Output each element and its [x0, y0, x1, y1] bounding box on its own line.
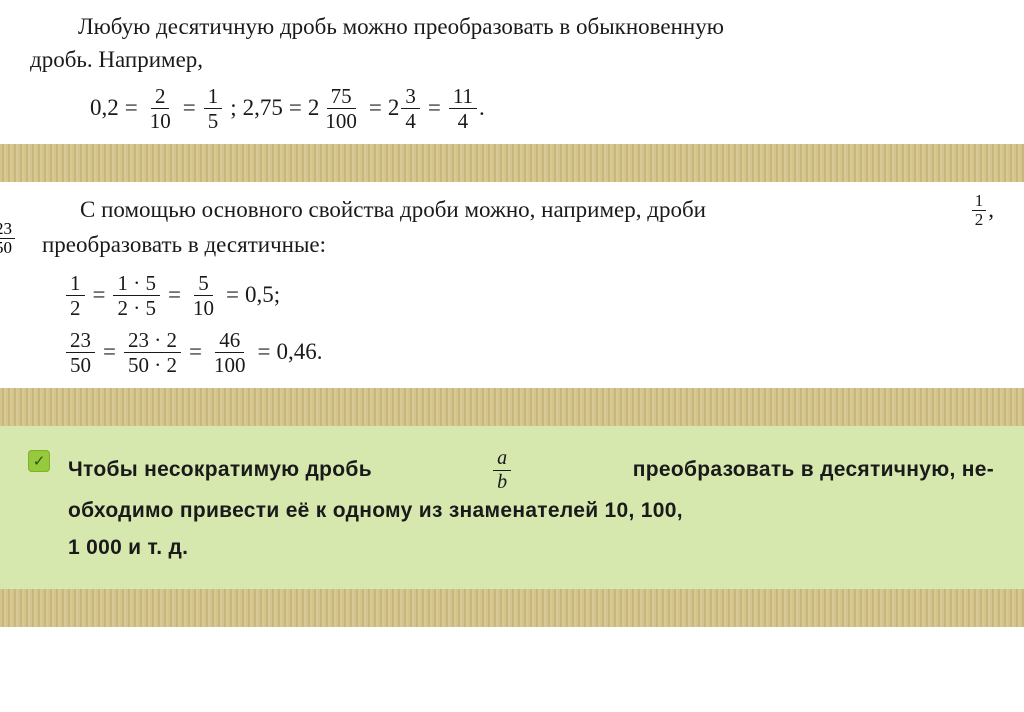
- rule-t4: 1 000 и т. д.: [68, 530, 994, 567]
- period: .: [479, 95, 485, 121]
- panel-fraction-to-decimal: 23 50 С помощью основного свойства дроби…: [0, 182, 1024, 388]
- num: 2: [151, 85, 170, 109]
- rule-t1: Чтобы несократимую дробь: [68, 452, 372, 489]
- frac-a-b: a b: [493, 448, 511, 493]
- den: 10: [146, 109, 175, 132]
- den: 50 · 2: [124, 353, 181, 376]
- num: 23: [66, 329, 95, 353]
- frac-3-4: 3 4: [401, 85, 420, 132]
- eq-equals: =: [189, 339, 202, 365]
- num: 1 · 5: [113, 272, 160, 296]
- num: 1: [66, 272, 85, 296]
- panel-decimal-to-fraction: Любую десятичную дробь можно преобразова…: [0, 0, 1024, 144]
- inline-frac-1-2: 1 2: [972, 192, 987, 229]
- comma: ,: [988, 193, 994, 226]
- den: 10: [189, 296, 218, 319]
- frac-2-10: 2 10: [146, 85, 175, 132]
- eq1-lhs: 0,2: [90, 95, 119, 121]
- den: 4: [401, 109, 420, 132]
- eq-equals: =: [226, 282, 239, 308]
- frac-23x2-50x2: 23 · 2 50 · 2: [124, 329, 181, 376]
- frac-75-100: 75 100: [321, 85, 361, 132]
- margin-frac-23-50: 23 50: [0, 220, 15, 257]
- frac-1-5: 1 5: [204, 85, 223, 132]
- den: 5: [204, 109, 223, 132]
- rule-t3: обходимо привести её к одному из знамена…: [68, 493, 994, 530]
- num: 46: [215, 329, 244, 353]
- frac-1-2: 1 2: [66, 272, 85, 319]
- num: 23: [0, 220, 15, 239]
- frac-5-10: 5 10: [189, 272, 218, 319]
- num: 3: [401, 85, 420, 109]
- page-root: Любую десятичную дробь можно преобразова…: [0, 0, 1024, 627]
- eq-equals: =: [103, 339, 116, 365]
- den: 2: [972, 211, 987, 229]
- equation-line-1: 0,2 = 2 10 = 1 5 ; 2,75 = 2 75 100 =: [30, 85, 994, 132]
- den: b: [493, 471, 511, 493]
- eq-equals: =: [183, 95, 196, 121]
- den: 100: [321, 109, 361, 132]
- frac-46-100: 46 100: [210, 329, 250, 376]
- frac-11-4: 11 4: [449, 85, 477, 132]
- eq-equals: =: [257, 339, 270, 365]
- para-fraction-lead: С помощью основного свойства дроби можно…: [40, 192, 994, 229]
- rule-t2: преобразовать в десятичную, не-: [633, 452, 994, 489]
- frac-1x5-2x5: 1 · 5 2 · 5: [113, 272, 160, 319]
- rule-callout: ✓ Чтобы несократимую дробь a b преобразо…: [0, 426, 1024, 589]
- text-tail: преобразовать в десятичные:: [42, 232, 326, 257]
- eq-equals: =: [168, 282, 181, 308]
- check-icon: ✓: [28, 450, 50, 472]
- text-intro-1a: Любую десятичную дробь можно преобразова…: [78, 14, 724, 39]
- mixed-int: 2: [388, 95, 400, 121]
- num: 1: [204, 85, 223, 109]
- den: 2: [66, 296, 85, 319]
- divider-texture-3: [0, 589, 1024, 627]
- mixed-2-75-100: 2 75 100: [308, 85, 363, 132]
- num: 1: [972, 192, 987, 211]
- eqB-result: 0,46.: [276, 339, 322, 365]
- divider-texture-1: [0, 144, 1024, 182]
- mixed-2-3-4: 2 3 4: [388, 85, 422, 132]
- eq-equals: =: [369, 95, 382, 121]
- den: 50: [0, 239, 15, 257]
- num: a: [493, 448, 511, 471]
- check-glyph: ✓: [33, 452, 46, 471]
- eq-equals: =: [93, 282, 106, 308]
- eq1-mid: 2,75: [243, 95, 283, 121]
- eq-equals: =: [428, 95, 441, 121]
- para-fraction-tail: преобразовать в десятичные:: [40, 228, 994, 261]
- eq-equals: =: [289, 95, 302, 121]
- mixed-int: 2: [308, 95, 320, 121]
- semicolon: ;: [230, 95, 236, 121]
- den: 4: [454, 109, 473, 132]
- equation-line-A: 1 2 = 1 · 5 2 · 5 = 5 10 = 0,5;: [40, 272, 994, 319]
- text-intro-1b: дробь. Например,: [30, 47, 203, 72]
- num: 23 · 2: [124, 329, 181, 353]
- den: 50: [66, 353, 95, 376]
- num: 11: [449, 85, 477, 109]
- para-intro-1: Любую десятичную дробь можно преобразова…: [30, 10, 994, 43]
- num: 75: [327, 85, 356, 109]
- den: 100: [210, 353, 250, 376]
- rule-text: Чтобы несократимую дробь a b преобразова…: [68, 448, 994, 567]
- text-lead: С помощью основного свойства дроби можно…: [80, 197, 706, 222]
- divider-texture-2: [0, 388, 1024, 426]
- equation-line-B: 23 50 = 23 · 2 50 · 2 = 46 100 = 0,46.: [40, 329, 994, 376]
- num: 5: [194, 272, 213, 296]
- eq-equals: =: [125, 95, 138, 121]
- den: 2 · 5: [113, 296, 160, 319]
- para-intro-2: дробь. Например,: [30, 43, 994, 76]
- frac-23-50: 23 50: [66, 329, 95, 376]
- eqA-result: 0,5;: [245, 282, 280, 308]
